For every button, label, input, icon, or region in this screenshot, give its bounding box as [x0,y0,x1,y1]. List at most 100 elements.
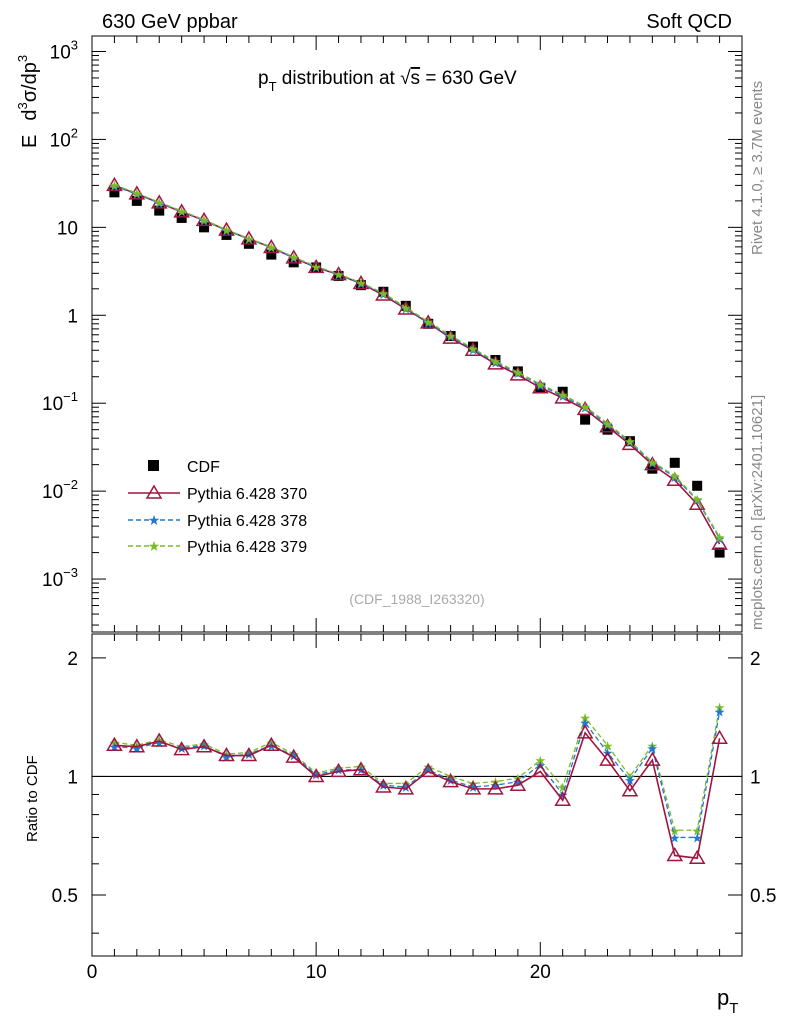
ratio-point-p379: ★ [557,780,569,795]
y-tick-label: 10−2 [42,477,78,503]
main-point-p378: ★ [109,179,121,194]
main-point-p378: ★ [534,378,546,393]
ratio-point-p379: ★ [153,733,165,748]
main-point-p379: ★ [669,469,681,484]
main-point-p378: ★ [400,301,412,316]
ratio-point-p378: ★ [422,763,434,778]
main-point-p378: ★ [288,251,300,266]
ratio-plot-frame [91,633,743,957]
ratio-point-p370 [688,849,706,864]
main-point-p378: ★ [333,268,345,283]
main-point-cdf [602,424,613,435]
main-point-cdf [154,205,165,216]
ratio-point-p379: ★ [378,776,390,791]
main-point-p378: ★ [153,196,165,211]
header-right: Soft QCD [646,11,732,33]
main-point-cdf [131,195,142,206]
legend-label-pythia-370: Pythia 6.428 370 [187,486,307,503]
y-tick-label: 10 [57,218,78,239]
main-point-p370 [352,274,370,290]
main-point-p379: ★ [378,286,390,301]
ratio-point-p378: ★ [445,773,457,788]
main-point-p379: ★ [243,231,255,246]
main-point-p379: ★ [265,240,277,255]
ratio-point-p378: ★ [109,740,121,755]
ratio-point-p379: ★ [714,700,726,715]
main-point-p378: ★ [512,366,524,381]
ratio-point-p379: ★ [624,769,636,784]
ratio-point-p379: ★ [534,753,546,768]
main-point-p378: ★ [467,342,479,357]
legend-marker-pythia-379: ★ [148,538,161,554]
ratio-tick-label: 2 [67,649,78,670]
legend-marker-pythia-378: ★ [148,512,161,528]
ratio-point-p378: ★ [490,778,502,793]
main-point-p379: ★ [422,314,434,329]
main-point-p370 [711,535,728,550]
ratio-point-p378: ★ [557,787,569,802]
main-point-cdf [580,414,591,425]
main-point-p379: ★ [400,300,412,315]
main-point-cdf [378,286,389,297]
main-point-p370 [621,435,639,451]
legend-label-cdf: CDF [187,459,220,476]
ratio-point-p379: ★ [333,761,345,776]
ratio-point-p370 [509,776,527,791]
main-point-p370 [464,341,482,357]
main-point-p379: ★ [445,328,457,343]
ratio-line-p379 [114,706,721,831]
ratio-point-p379: ★ [288,747,300,762]
main-point-cdf [714,547,725,558]
chart-title: pT distribution at √s = 630 GeV [258,68,517,94]
main-point-cdf [266,249,277,260]
legend-entry-pythia-370: Pythia 6.428 370 [128,484,307,503]
ratio-point-p370 [644,751,661,766]
ratio-point-p370 [621,782,639,797]
ratio-point-p370 [285,748,303,763]
ratio-point-p379: ★ [602,738,614,753]
main-point-p378: ★ [422,316,434,331]
main-point-p370 [442,329,459,344]
y-tick-label: 10−3 [42,565,78,591]
ratio-point-p378: ★ [378,778,390,793]
ratio-point-p370 [150,732,168,747]
main-point-p370 [375,286,392,301]
ratio-point-p379: ★ [131,738,143,753]
ratio-point-p379: ★ [243,746,255,761]
main-point-p378: ★ [445,330,457,345]
main-point-p378: ★ [624,435,636,450]
ratio-point-p379: ★ [467,776,479,791]
main-point-p378: ★ [602,418,614,433]
ratio-point-p378: ★ [691,830,703,845]
ratio-point-p379: ★ [355,759,367,774]
main-point-p378: ★ [265,240,277,255]
ratio-point-p378: ★ [288,749,300,764]
ratio-tick-label: 1 [67,767,78,788]
main-point-p379: ★ [624,434,636,449]
y-tick-label: 102 [50,125,78,151]
main-point-cdf [109,187,120,198]
ratio-plot-series: ★ ★ ★ ★ ★★ ★★★★ ★ ★★ ★★★ ★ ★ ★★★★★★★★ ★★★ ★ ★ ★ ★★ ★★★★ ★ ★… [106,700,728,864]
ratio-point-p370 [352,761,370,776]
main-point-p370 [419,314,437,329]
ratio-tick-label: 0.5 [52,886,78,907]
ratio-point-p379: ★ [310,766,322,781]
ratio-point-p370 [218,747,235,762]
legend-marker-cdf [148,460,159,471]
ratio-point-p370 [442,773,459,788]
ratio-point-p370 [307,767,325,783]
ratio-point-p370 [576,724,594,739]
main-point-p379: ★ [647,455,659,470]
main-point-p378: ★ [176,205,188,220]
ratio-tick-label-right: 0.5 [750,886,776,907]
ratio-point-p379: ★ [400,776,412,791]
x-tick-label: 20 [530,962,551,983]
ratio-point-p378: ★ [467,780,479,795]
ratio-y-axis-label: Ratio to CDF [24,755,41,842]
ratio-point-p378: ★ [647,741,659,756]
ratio-point-p379: ★ [691,823,703,838]
main-plot-frame [91,35,743,633]
ratio-point-p379: ★ [647,738,659,753]
main-point-p379: ★ [579,399,591,414]
ratio-point-p378: ★ [512,775,524,790]
